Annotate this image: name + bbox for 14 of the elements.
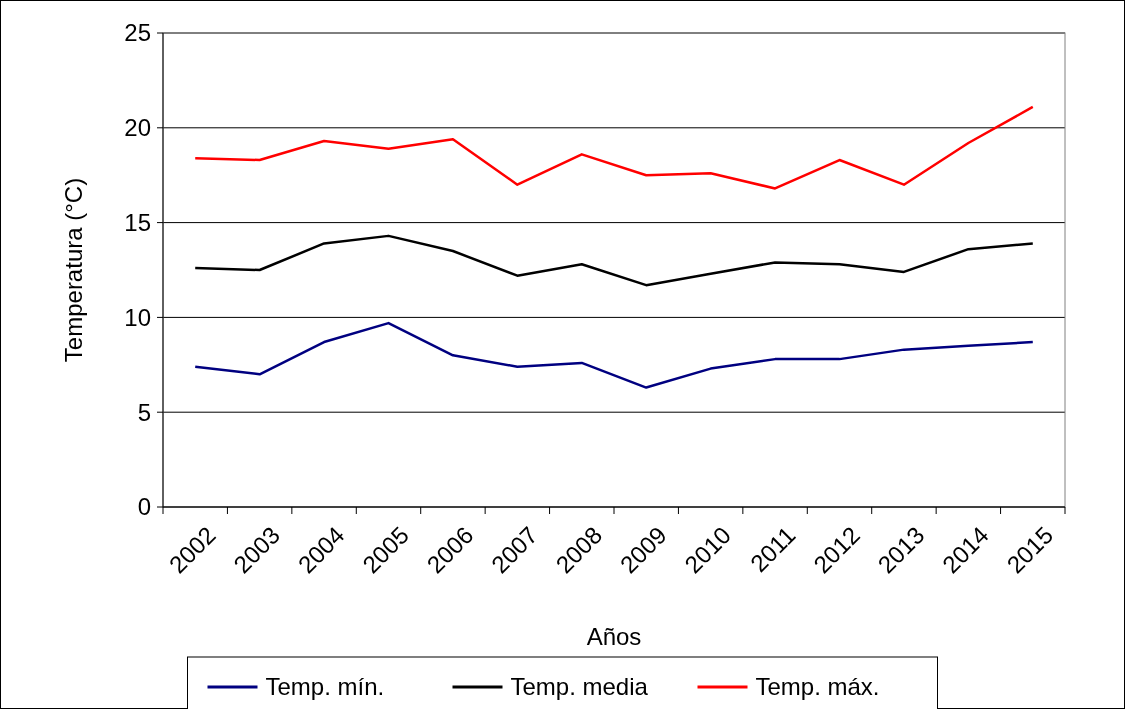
y-tick-label: 15 xyxy=(124,209,151,236)
y-tick-label: 10 xyxy=(124,303,151,331)
x-axis-title: Años xyxy=(586,623,642,650)
line-series xyxy=(193,105,1035,190)
legend-label: Temp. mín. xyxy=(265,673,385,701)
y-tick-label: 20 xyxy=(124,114,151,142)
y-tick-label: 25 xyxy=(124,19,151,47)
y-axis-title: Temperatura (°C) xyxy=(60,177,87,363)
legend-label: Temp. máx. xyxy=(755,673,880,701)
line-series xyxy=(193,321,1035,389)
line-series xyxy=(193,234,1035,287)
y-tick-label: 0 xyxy=(137,493,151,521)
y-tick-label: 5 xyxy=(137,398,151,426)
legend-label: Temp. media xyxy=(510,673,649,701)
